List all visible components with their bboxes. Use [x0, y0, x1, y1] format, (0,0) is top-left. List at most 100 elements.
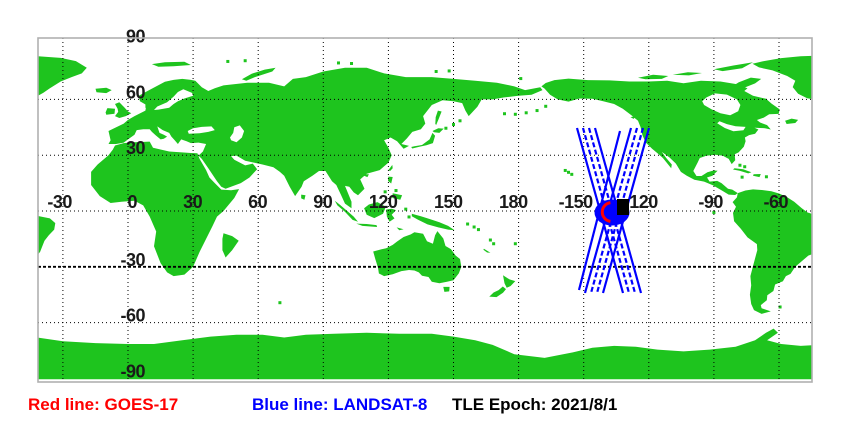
landmass: [733, 168, 752, 174]
landmass: [38, 328, 812, 380]
legend-bar: Red line: GOES-17 Blue line: LANDSAT-8 T…: [0, 395, 850, 421]
island-dot: [743, 165, 747, 169]
island-dot: [513, 242, 517, 246]
island-dot: [394, 189, 398, 193]
grid-lines: [38, 38, 812, 382]
island-dot: [492, 242, 496, 246]
island-dot: [278, 301, 282, 305]
island-dot: [567, 170, 571, 174]
landmass: [95, 87, 112, 94]
island-dot: [722, 89, 726, 93]
landmass: [222, 233, 239, 258]
landmass: [115, 102, 132, 118]
longitude-label: 0: [127, 192, 137, 212]
island-dot: [444, 126, 448, 130]
landmass: [145, 104, 150, 109]
island-dot: [488, 238, 492, 242]
landmass: [151, 61, 191, 67]
longitude-label: 30: [183, 192, 203, 212]
island-dot: [243, 59, 247, 63]
island-dot: [778, 305, 782, 309]
landmass: [388, 164, 393, 171]
landmass: [432, 128, 444, 133]
legend-landsat8-label: Blue line: LANDSAT-8: [252, 395, 428, 414]
landmass: [364, 174, 369, 178]
landmass: [732, 189, 812, 314]
plot-border: [37, 37, 813, 383]
goes17-ground-track: [600, 201, 611, 223]
longitude-label: -90: [698, 192, 723, 212]
latitude-label: -60: [120, 306, 145, 326]
landmass: [38, 56, 87, 96]
longitude-label: -120: [624, 192, 659, 212]
landmass: [435, 110, 442, 126]
landmass: [373, 231, 462, 284]
legend-goes17-label: Red line: GOES-17: [28, 395, 179, 414]
island-dot: [404, 207, 408, 211]
landmass: [483, 248, 491, 253]
island-dot: [712, 210, 716, 214]
landmass: [785, 118, 799, 124]
island-dot: [350, 62, 354, 66]
island-dot: [472, 225, 476, 229]
axis-labels: -30 0 30 60 90 120 150 180 -150 -120 -90 -60 90 60 30 -…: [47, 27, 789, 382]
water-body: [154, 89, 194, 110]
island-dot: [407, 215, 411, 219]
landmass: [752, 55, 812, 99]
landmass: [108, 67, 543, 209]
island-dot: [447, 69, 451, 73]
island-dot: [476, 228, 480, 232]
island-dot: [570, 172, 574, 176]
water-body: [187, 126, 215, 134]
landmass: [541, 78, 780, 195]
continents: [38, 55, 812, 380]
landmass: [443, 286, 450, 292]
island-dot: [336, 61, 340, 65]
landmass: [630, 116, 636, 119]
landmass: [672, 72, 702, 76]
landmass: [489, 286, 506, 298]
island-dot: [524, 111, 528, 115]
landmass: [105, 108, 115, 115]
latitude-label: -30: [120, 250, 145, 270]
landmass: [301, 194, 306, 200]
longitude-label: -30: [47, 192, 72, 212]
longitude-label: -150: [559, 192, 594, 212]
longitude-label: -60: [763, 192, 788, 212]
island-dot: [458, 119, 462, 123]
island-dot: [466, 222, 470, 226]
landmass: [91, 141, 240, 277]
landmass: [728, 77, 762, 92]
island-dot: [738, 163, 742, 167]
longitude-label: 90: [313, 192, 333, 212]
landmass: [753, 174, 761, 178]
island-dot: [434, 70, 438, 73]
satellite-tracks: [575, 127, 651, 294]
island-dot: [563, 168, 567, 172]
island-dot: [226, 59, 230, 63]
landmass: [241, 67, 276, 81]
legend-tle-epoch: TLE Epoch: 2021/8/1: [452, 395, 618, 414]
water-body: [230, 125, 245, 143]
island-dot: [764, 175, 768, 179]
island-dot: [513, 112, 517, 116]
landmass: [356, 223, 378, 227]
water-body: [702, 93, 741, 116]
landmass: [38, 216, 56, 255]
landmass: [364, 202, 386, 219]
latitude-label: 60: [126, 82, 146, 102]
satellite-position-marker: [617, 199, 629, 215]
island-dot: [502, 112, 506, 116]
latitude-label: 30: [126, 138, 146, 158]
landmass: [713, 62, 753, 72]
longitude-label: 150: [434, 192, 463, 212]
island-dot: [544, 104, 548, 108]
island-dot: [519, 77, 523, 81]
latitude-label: -90: [120, 361, 145, 381]
landmass: [396, 227, 404, 231]
latitude-label: 90: [126, 27, 146, 47]
island-dot: [740, 175, 744, 179]
landmass: [392, 193, 403, 200]
